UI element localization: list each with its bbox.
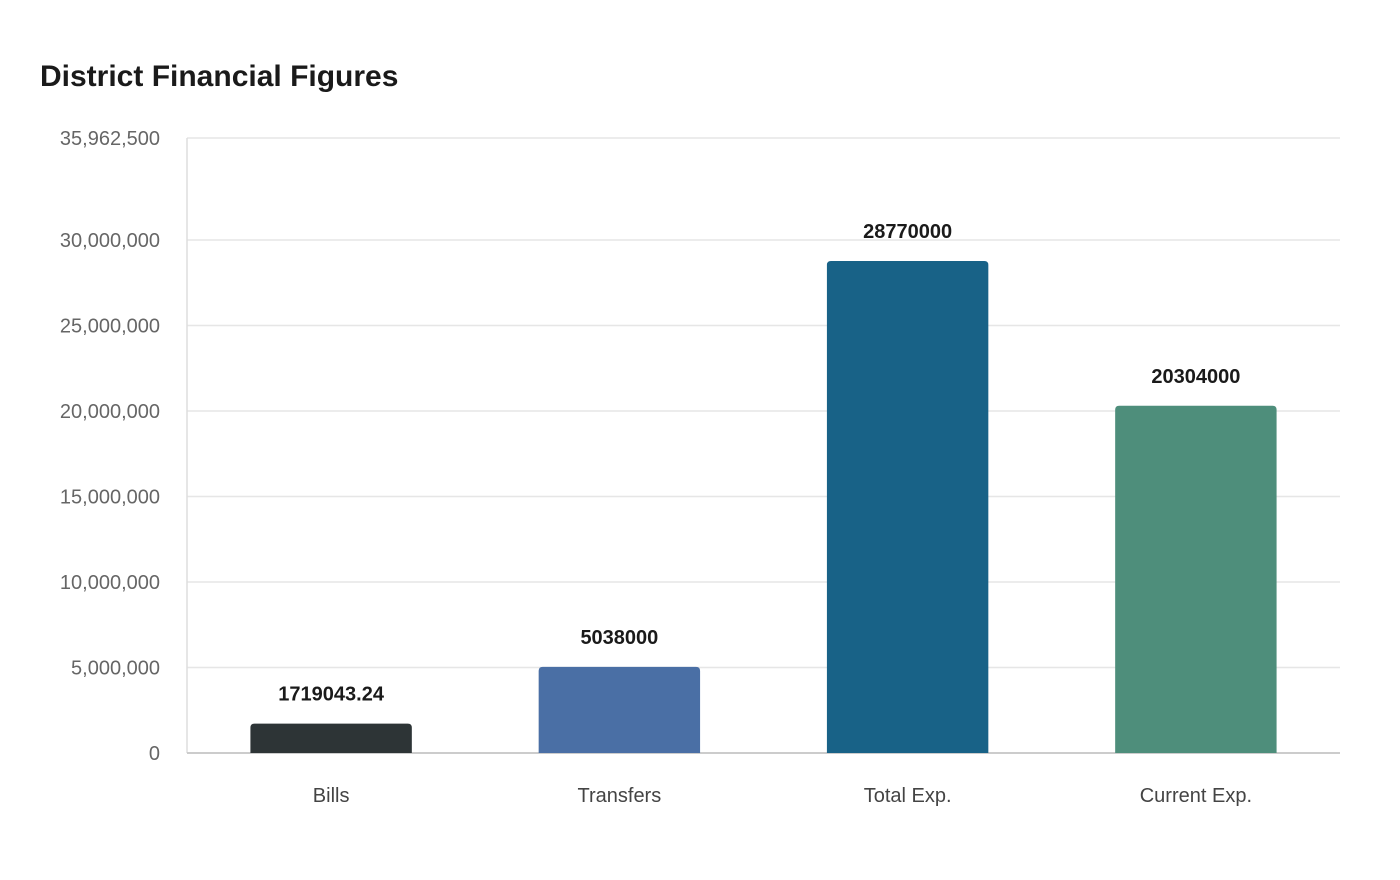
bars	[250, 261, 1277, 753]
y-tick-label: 10,000,000	[60, 572, 160, 594]
grid-lines	[187, 137, 1340, 669]
bar	[1115, 405, 1277, 753]
data-label: 28770000	[863, 221, 952, 243]
x-tick-label: Bills	[313, 785, 350, 807]
bar	[250, 723, 412, 753]
data-label: 1719043.24	[278, 684, 385, 706]
data-labels: 1719043.24 5038000 28770000 20304000	[278, 221, 1240, 706]
y-tick-label: 0	[149, 743, 160, 765]
bar	[826, 261, 989, 753]
chart-title: District Financial Figures	[40, 60, 399, 93]
y-tick-label: 25,000,000	[60, 315, 160, 337]
y-tick-label: 35,962,500	[60, 128, 160, 150]
y-tick-labels: 0 5,000,000 10,000,000 15,000,000 20,000,000…	[60, 128, 160, 765]
data-label: 20304000	[1151, 366, 1240, 388]
y-tick-label: 5,000,000	[71, 657, 160, 679]
data-label: 5038000	[580, 627, 658, 649]
bar	[538, 666, 701, 753]
y-tick-label: 15,000,000	[60, 486, 160, 508]
x-tick-label: Current Exp.	[1140, 785, 1252, 807]
y-tick-label: 30,000,000	[60, 230, 160, 252]
y-tick-label: 20,000,000	[60, 401, 160, 423]
x-tick-label: Transfers	[578, 785, 662, 807]
x-tick-label: Total Exp.	[864, 785, 952, 807]
x-tick-labels: Bills Transfers Total Exp. Current Exp.	[313, 785, 1252, 807]
